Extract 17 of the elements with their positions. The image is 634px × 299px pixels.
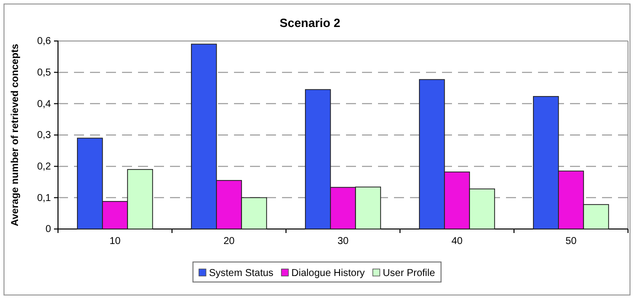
y-tick-label: 0 xyxy=(45,224,52,236)
x-tick-label: 40 xyxy=(451,236,463,248)
y-axis-title: Average number of retrieved concepts xyxy=(10,43,21,226)
y-tick-label: 0,6 xyxy=(37,36,52,48)
x-tick-label: 20 xyxy=(223,236,235,248)
x-tick-label: 30 xyxy=(337,236,349,248)
y-tick-label: 0,5 xyxy=(37,68,52,79)
x-tick-label: 50 xyxy=(565,236,577,248)
y-tick-label: 0,1 xyxy=(37,192,52,204)
chart-title: Scenario 2 xyxy=(280,16,341,30)
y-tick-label: 0,3 xyxy=(37,130,52,142)
legend-label: System Status xyxy=(208,268,274,279)
legend-label: User Profile xyxy=(382,268,436,279)
y-tick-label: 0,4 xyxy=(37,98,52,110)
x-tick-label: 10 xyxy=(109,236,121,248)
y-tick-label: 0,2 xyxy=(37,162,52,173)
legend-label: Dialogue History xyxy=(291,268,365,279)
